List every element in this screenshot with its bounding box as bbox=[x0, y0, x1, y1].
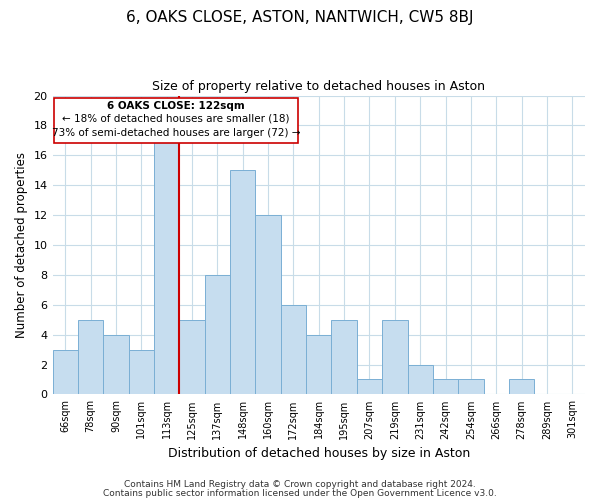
Text: 73% of semi-detached houses are larger (72) →: 73% of semi-detached houses are larger (… bbox=[52, 128, 301, 138]
Bar bbox=[179, 320, 205, 394]
X-axis label: Distribution of detached houses by size in Aston: Distribution of detached houses by size … bbox=[167, 447, 470, 460]
Bar bbox=[458, 380, 484, 394]
Bar bbox=[509, 380, 534, 394]
Title: Size of property relative to detached houses in Aston: Size of property relative to detached ho… bbox=[152, 80, 485, 93]
Bar bbox=[331, 320, 357, 394]
Bar bbox=[256, 215, 281, 394]
Bar bbox=[382, 320, 407, 394]
Bar bbox=[230, 170, 256, 394]
Bar bbox=[205, 275, 230, 394]
Text: Contains public sector information licensed under the Open Government Licence v3: Contains public sector information licen… bbox=[103, 488, 497, 498]
Bar bbox=[103, 334, 128, 394]
Bar bbox=[128, 350, 154, 395]
Bar bbox=[281, 305, 306, 394]
Bar bbox=[407, 364, 433, 394]
Text: 6, OAKS CLOSE, ASTON, NANTWICH, CW5 8BJ: 6, OAKS CLOSE, ASTON, NANTWICH, CW5 8BJ bbox=[126, 10, 474, 25]
Text: ← 18% of detached houses are smaller (18): ← 18% of detached houses are smaller (18… bbox=[62, 114, 290, 124]
Text: 6 OAKS CLOSE: 122sqm: 6 OAKS CLOSE: 122sqm bbox=[107, 101, 245, 111]
Bar bbox=[154, 140, 179, 394]
Text: Contains HM Land Registry data © Crown copyright and database right 2024.: Contains HM Land Registry data © Crown c… bbox=[124, 480, 476, 489]
Bar bbox=[53, 350, 78, 395]
Bar bbox=[433, 380, 458, 394]
FancyBboxPatch shape bbox=[54, 98, 298, 142]
Bar bbox=[78, 320, 103, 394]
Bar bbox=[357, 380, 382, 394]
Y-axis label: Number of detached properties: Number of detached properties bbox=[15, 152, 28, 338]
Bar bbox=[306, 334, 331, 394]
